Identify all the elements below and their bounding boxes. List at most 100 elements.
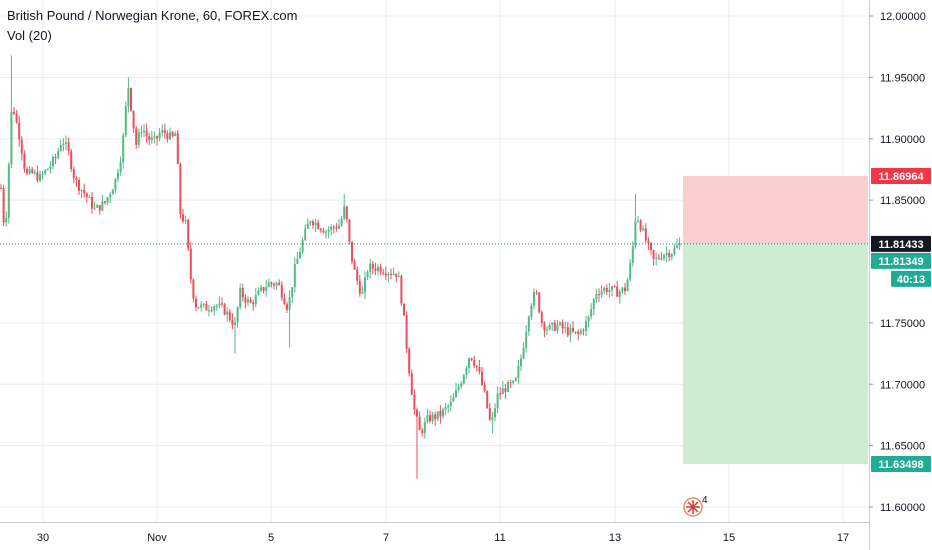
candle-body — [644, 228, 647, 241]
candle-body — [546, 329, 548, 331]
candle-body — [179, 164, 182, 215]
candle-body — [345, 206, 348, 220]
price-tag-last-label: 11.81433 — [878, 239, 923, 251]
candle-body — [579, 330, 582, 335]
candle-body — [36, 172, 39, 181]
candle-body — [616, 286, 619, 297]
candle-body — [52, 156, 54, 167]
candle-body — [642, 228, 645, 231]
candle-body — [564, 327, 567, 329]
events-badge[interactable]: 4 — [683, 495, 708, 517]
stop-loss-zone[interactable] — [683, 176, 868, 244]
candle-body — [475, 365, 478, 368]
candle-body — [611, 286, 613, 290]
candle-body — [109, 194, 112, 198]
price-tag-bid[interactable] — [871, 252, 931, 269]
candle-body — [176, 133, 179, 165]
candle-body — [49, 166, 52, 169]
candle-body — [553, 322, 556, 331]
candle-body — [465, 367, 468, 376]
candle-body — [117, 172, 119, 179]
candle-body — [647, 240, 650, 243]
candle-body — [0, 187, 2, 189]
flag-icon-cross — [686, 500, 700, 514]
price-tag-stop-label: 11.86964 — [878, 171, 924, 183]
time-axis[interactable]: 30 Nov 5 7 11 13 15 17 — [37, 532, 849, 544]
candle-body — [174, 133, 177, 137]
candle-body — [88, 197, 91, 199]
price-tick-label: 11.65000 — [880, 441, 925, 453]
candle-body — [254, 294, 257, 305]
position-zones[interactable] — [683, 176, 868, 465]
candle-body — [247, 299, 249, 303]
candle-body — [213, 306, 216, 311]
candle-body — [449, 401, 452, 406]
candle-body — [556, 324, 559, 331]
candle-body — [330, 226, 333, 231]
price-tag-target[interactable] — [871, 456, 931, 473]
price-axis[interactable]: 12.00000 11.95000 11.90000 11.85000 11.75000… — [869, 11, 926, 514]
candle-body — [106, 197, 109, 203]
candle-body — [608, 289, 611, 292]
candle-body — [161, 130, 164, 133]
candle-body — [338, 225, 340, 229]
candle-body — [574, 331, 577, 333]
candle-body — [304, 228, 307, 240]
candle-body — [265, 287, 268, 291]
candle-body — [434, 414, 437, 419]
candle-body — [93, 207, 96, 209]
candles — [0, 55, 681, 479]
candle-body — [244, 297, 247, 303]
candle-body — [676, 245, 678, 248]
candle-body — [543, 322, 546, 331]
candle-body — [551, 322, 554, 325]
price-tag-stop[interactable] — [871, 168, 931, 185]
candle-body — [306, 223, 309, 229]
price-tag-last[interactable] — [871, 235, 931, 252]
candle-body — [590, 309, 593, 317]
candle-body — [239, 287, 242, 308]
candle-body — [280, 284, 283, 298]
bar-countdown-label: 40:13 — [897, 274, 925, 286]
candle-body — [473, 359, 476, 366]
candle-body — [44, 170, 47, 174]
candle-body — [626, 279, 629, 292]
candle-body — [335, 227, 338, 229]
candle-body — [533, 292, 535, 306]
candle-body — [46, 168, 49, 171]
candle-body — [504, 388, 507, 392]
candle-body — [184, 219, 187, 222]
candle-body — [319, 228, 322, 231]
candle-body — [499, 393, 502, 395]
candle-body — [442, 409, 444, 417]
candle-body — [595, 294, 598, 300]
candle-body — [270, 282, 273, 284]
candle-body — [192, 279, 195, 299]
candle-body — [260, 287, 262, 291]
candle-body — [348, 219, 351, 242]
candle-body — [561, 322, 564, 329]
candle-body — [78, 180, 80, 191]
candle-body — [317, 222, 320, 229]
candle-body — [665, 252, 668, 256]
candle-body — [569, 328, 572, 336]
candle-body — [226, 311, 229, 315]
candle-body — [262, 287, 265, 291]
candle-body — [517, 365, 520, 378]
candle-body — [621, 287, 624, 292]
candle-body — [577, 331, 580, 335]
candle-body — [273, 283, 275, 286]
candle-body — [215, 305, 218, 307]
take-profit-zone[interactable] — [683, 243, 868, 465]
price-tick-label: 12.00000 — [880, 11, 926, 23]
candle-body — [566, 327, 569, 336]
candle-body — [249, 299, 252, 303]
candle-body — [140, 132, 143, 134]
candle-body — [80, 189, 83, 191]
candle-body — [104, 201, 106, 203]
candle-body — [223, 304, 226, 315]
candle-body — [158, 132, 161, 139]
candle-body — [137, 132, 140, 145]
candle-body — [468, 358, 470, 368]
